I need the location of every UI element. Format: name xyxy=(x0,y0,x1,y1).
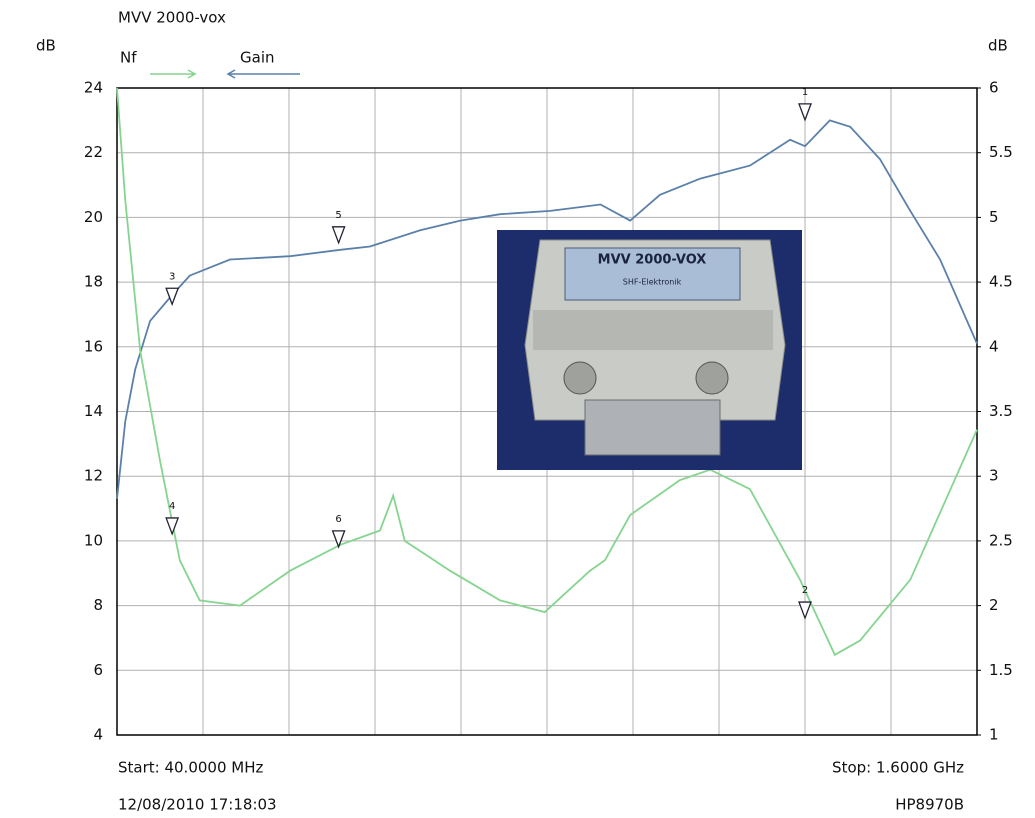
chart-title: MVV 2000-vox xyxy=(118,9,226,27)
y2-tick-label: 1.5 xyxy=(989,661,1013,679)
y2-tick-label: 1 xyxy=(989,726,999,744)
y2-tick-label: 3.5 xyxy=(989,402,1013,420)
y2-tick-label: 4.5 xyxy=(989,273,1013,291)
inset-text: SHF-Elektronik xyxy=(623,278,682,287)
y-tick-label: 18 xyxy=(84,273,103,291)
y2-tick-label: 6 xyxy=(989,79,999,97)
label-plate xyxy=(564,247,741,301)
marker-triangle xyxy=(165,517,180,536)
y-tick-label: 16 xyxy=(84,337,103,355)
y-tick-label: 14 xyxy=(84,402,103,420)
legend-label: Nf xyxy=(120,49,137,67)
marker-triangle xyxy=(165,287,180,307)
marker-label: 6 xyxy=(335,514,341,525)
y2-tick-label: 2 xyxy=(989,596,999,614)
timestamp: 12/08/2010 17:18:03 xyxy=(118,796,277,814)
marker-label: 4 xyxy=(169,501,175,512)
plot-frame xyxy=(116,87,978,736)
stop-label: Stop: 1.6000 GHz xyxy=(832,759,964,777)
marker-label: 3 xyxy=(169,271,175,282)
y-tick-label: 10 xyxy=(84,531,103,549)
legend-arrow xyxy=(226,69,300,79)
y-tick-label: 8 xyxy=(93,596,103,614)
legend-label: Gain xyxy=(240,49,275,67)
marker-triangle xyxy=(798,601,812,620)
y-axis-label: dB xyxy=(36,37,56,55)
device-lid xyxy=(533,310,773,350)
y2-tick-label: 4 xyxy=(989,337,999,355)
marker-label: 1 xyxy=(802,87,808,98)
y-tick-label: 24 xyxy=(84,79,103,97)
y-tick-label: 4 xyxy=(93,726,103,744)
y-tick-label: 6 xyxy=(93,661,103,679)
connector xyxy=(695,361,729,395)
y2-tick-label: 5.5 xyxy=(989,143,1013,161)
connector xyxy=(563,361,597,395)
y-tick-label: 20 xyxy=(84,208,103,226)
marker-label: 5 xyxy=(335,210,341,221)
y2-tick-label: 2.5 xyxy=(989,531,1013,549)
instrument: HP8970B xyxy=(895,796,964,814)
product-photo: MVV 2000-VOX SHF-Elektronik xyxy=(497,230,802,470)
inset-text: MVV 2000-VOX xyxy=(598,253,707,268)
start-label: Start: 40.0000 MHz xyxy=(118,759,263,777)
y2-tick-label: 3 xyxy=(989,467,999,485)
series-line xyxy=(116,87,978,657)
marker-label: 2 xyxy=(802,585,808,596)
y-tick-label: 22 xyxy=(84,143,103,161)
marker-triangle xyxy=(331,226,346,245)
y-tick-label: 12 xyxy=(84,467,103,485)
y2-tick-label: 5 xyxy=(989,208,999,226)
marker-triangle xyxy=(331,530,346,549)
mount-bracket xyxy=(584,399,721,456)
y2-axis-label: dB xyxy=(988,37,1008,55)
marker-triangle xyxy=(798,103,812,122)
legend-arrow xyxy=(150,69,197,79)
